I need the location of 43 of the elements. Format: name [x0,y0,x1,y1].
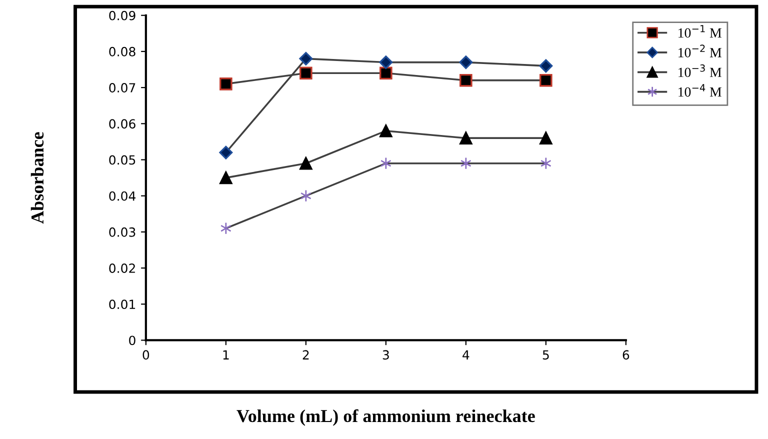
x-axis-title: Volume (mL) of ammonium reineckate [236,409,535,426]
point [379,56,393,70]
point [460,74,472,87]
point [300,156,312,170]
y-tick-label: 0.03 [109,227,136,237]
x-tick-label: 2 [302,350,309,360]
point [299,52,313,66]
point [540,74,552,87]
y-axis-title: Absorbance [30,132,44,224]
y-tick-label: 0.08 [109,46,136,56]
point [380,157,392,170]
x-tick-label: 6 [622,350,630,360]
point [220,78,232,90]
point [380,66,392,80]
x-tick-label: 0 [142,350,150,360]
x-tick-label: 3 [382,350,389,360]
y-tick-label: 0.09 [109,10,136,20]
x-tick-label: 4 [462,350,470,360]
x-tick-label: 5 [542,350,549,360]
point [300,66,312,80]
y-tick-label: 0.06 [109,119,136,129]
legend-label: 10$^{−1}$ M [678,25,722,38]
legend-label: 10$^{−2}$ M [678,44,722,58]
point [220,171,232,184]
y-tick-label: 0.07 [109,83,136,92]
y-tick-label: 0 [129,336,136,346]
point [219,146,233,160]
point [380,124,392,138]
point [540,132,552,144]
legend-label: 10$^{−4}$ M [678,84,722,97]
point [460,157,472,170]
y-tick-label: 0.02 [109,264,135,273]
point [459,56,473,70]
point [220,222,232,235]
y-tick-label: 0.01 [109,300,136,310]
x-tick-label: 1 [223,350,229,360]
y-tick-label: 0.05 [109,155,136,165]
point [540,157,552,170]
point [300,190,312,202]
point [539,59,553,73]
y-tick-label: 0.04 [109,191,136,201]
legend-label: 10$^{−3}$ M [678,64,722,78]
point [460,132,472,144]
